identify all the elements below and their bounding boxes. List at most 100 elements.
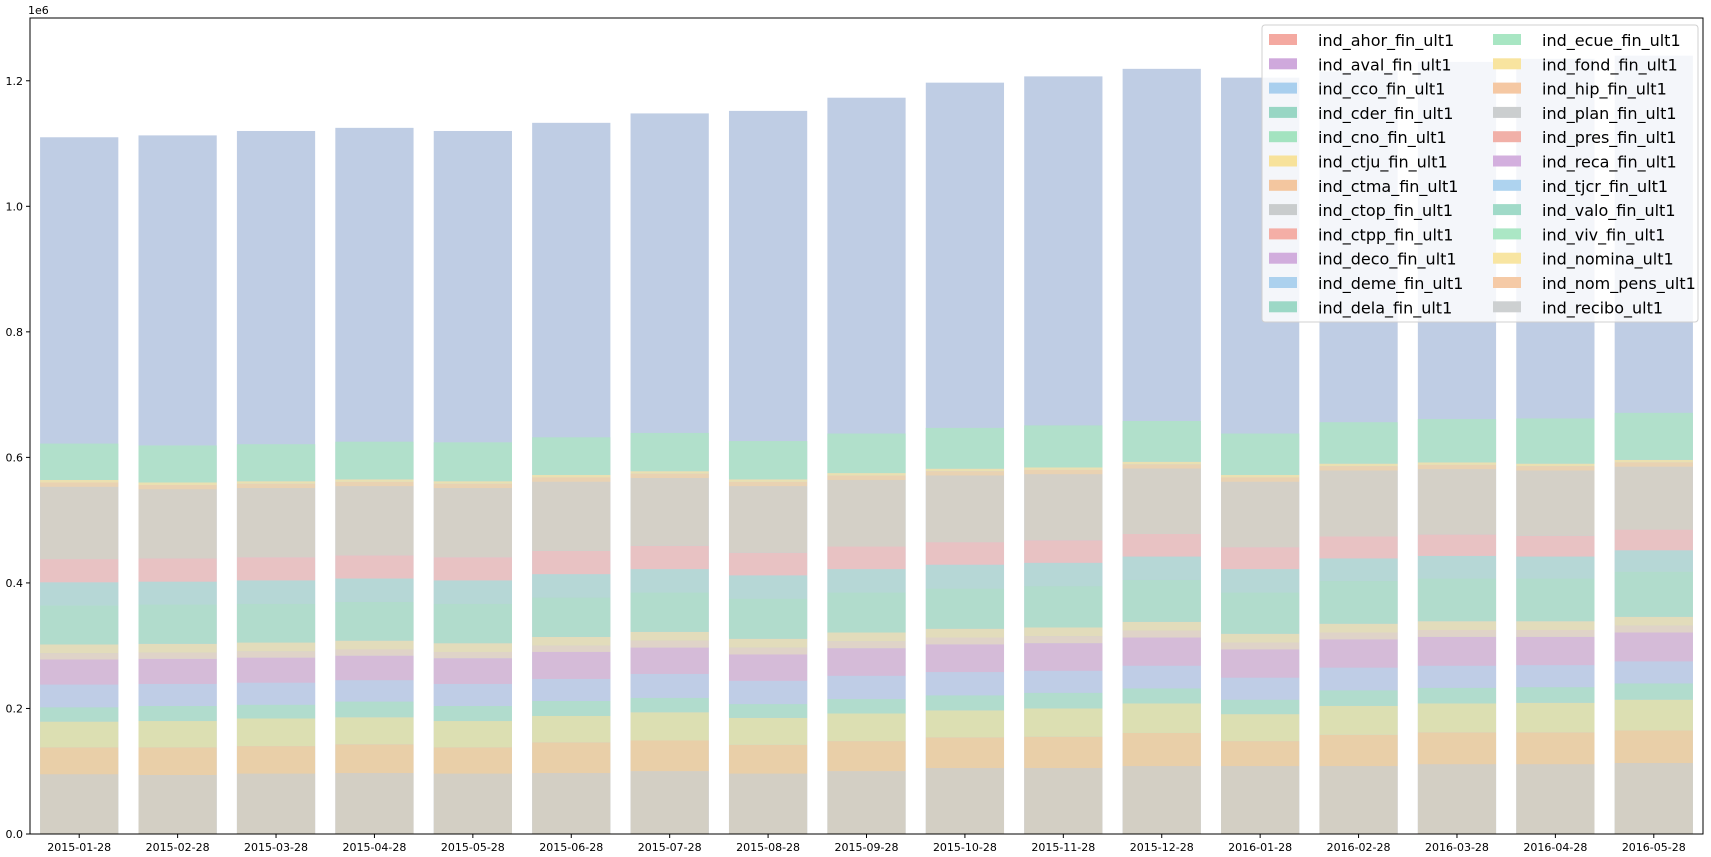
bar-segment-viv_valo-2015-06-28 <box>532 700 611 716</box>
bar-segment-recibo-2015-10-28 <box>925 768 1005 834</box>
bar-segment-ctma-2015-12-28 <box>1122 464 1201 469</box>
bar-segment-nomina-2015-12-28 <box>1122 703 1201 733</box>
bar-segment-ctma-2015-04-28 <box>335 481 414 487</box>
bar-segment-viv_valo-2015-12-28 <box>1122 688 1201 704</box>
bar-segment-reca-2016-03-28 <box>1417 636 1497 666</box>
bar-segment-nomina-2015-04-28 <box>335 717 414 745</box>
bar-segment-cno-2015-04-28 <box>335 441 414 480</box>
bar-segment-recibo-2015-01-28 <box>40 774 119 834</box>
plot-frame <box>29 17 1704 835</box>
bar-segment-hip_fond-2016-04-28 <box>1516 621 1595 630</box>
legend-swatch-ind_cno_fin_ult1 <box>1269 131 1297 143</box>
bar-segment-ctma-2015-05-28 <box>433 483 512 489</box>
bar-segment-ctma-2016-04-28 <box>1516 466 1595 471</box>
bar-segment-ctop-2016-03-28 <box>1417 469 1497 535</box>
bar-segment-recibo-2015-11-28 <box>1024 768 1103 834</box>
bar-segment-ctju-2015-12-28 <box>1122 461 1201 465</box>
bar-segment-cno-2016-03-28 <box>1417 419 1497 463</box>
bar-segment-recibo-2015-12-28 <box>1122 766 1201 834</box>
bar-segment-ctop-2015-06-28 <box>532 481 611 551</box>
x-tick-label: 2015-03-28 <box>244 841 308 854</box>
bar-segment-recibo-2016-01-28 <box>1221 766 1300 834</box>
legend-label-ind_deme_fin_ult1: ind_deme_fin_ult1 <box>1318 274 1463 294</box>
y-tick-label: 0.0 <box>6 828 24 841</box>
bar-segment-tjcr-2015-01-28 <box>40 684 119 708</box>
y-tick-label: 1.2 <box>6 75 24 88</box>
bar-segment-cno-2016-02-28 <box>1319 422 1398 464</box>
legend-swatch-ind_plan_fin_ult1 <box>1493 106 1521 118</box>
bar-segment-ctju-2015-03-28 <box>236 481 316 484</box>
x-tick-label: 2016-04-28 <box>1523 841 1587 854</box>
bar-segment-ctop-2015-02-28 <box>138 489 217 559</box>
bar-segment-ctju-2015-06-28 <box>532 474 611 478</box>
legend-swatch-ind_deco_fin_ult1 <box>1269 252 1297 264</box>
legend-swatch-ind_tjcr_fin_ult1 <box>1493 179 1521 191</box>
bar-segment-viv_valo-2015-09-28 <box>827 699 906 714</box>
legend-swatch-ind_cco_fin_ult1 <box>1269 82 1297 94</box>
bar-segment-recibo-2015-09-28 <box>827 771 906 834</box>
legend-label-ind_fond_fin_ult1: ind_fond_fin_ult1 <box>1542 55 1678 75</box>
bar-segment-ctju-2015-04-28 <box>335 479 414 482</box>
bar-segment-ecue-2015-04-28 <box>335 601 414 641</box>
bar-segment-nom_pens-2015-07-28 <box>630 740 709 772</box>
bar-segment-ctma-2016-01-28 <box>1221 477 1300 482</box>
bar-segment-reca-2016-01-28 <box>1221 649 1300 678</box>
bar-segment-tjcr-2015-10-28 <box>925 672 1005 696</box>
bar-segment-plan_pres-2015-10-28 <box>925 637 1005 645</box>
bar-segment-nom_pens-2016-02-28 <box>1319 734 1398 767</box>
bar-segment-recibo-2015-04-28 <box>335 773 414 834</box>
legend-swatch-ind_cder_fin_ult1 <box>1269 106 1297 118</box>
bar-segment-reca-2015-10-28 <box>925 644 1005 673</box>
bar-segment-ctma-2015-06-28 <box>532 477 611 482</box>
bar-segment-reca-2015-07-28 <box>630 647 709 674</box>
bar-segment-ctju-2015-07-28 <box>630 471 709 474</box>
bar-segment-reca-2015-08-28 <box>728 654 808 681</box>
legend-label-ind_nomina_ult1: ind_nomina_ult1 <box>1542 250 1674 270</box>
x-tick-label: 2015-08-28 <box>736 841 800 854</box>
bar-segment-viv_valo-2015-10-28 <box>925 695 1005 711</box>
bar-segment-ecue-2015-02-28 <box>138 604 217 644</box>
bar-segment-ctpp-2015-06-28 <box>532 550 611 575</box>
bar-segment-viv_valo-2015-03-28 <box>236 704 316 719</box>
legend-label-ind_cco_fin_ult1: ind_cco_fin_ult1 <box>1318 80 1445 100</box>
y-tick-label: 0.6 <box>6 451 24 464</box>
bar-segment-dela-2015-12-28 <box>1122 556 1201 580</box>
y-tick-label: 0.2 <box>6 702 24 715</box>
bar-segment-ctop-2015-03-28 <box>236 488 316 558</box>
bar-segment-ctpp-2015-08-28 <box>728 552 808 576</box>
bar-segment-nom_pens-2016-01-28 <box>1221 741 1300 767</box>
bar-segment-ctma-2015-10-28 <box>925 471 1005 476</box>
bar-segment-ecue-2016-04-28 <box>1516 578 1595 622</box>
bar-segment-recibo-2015-08-28 <box>728 773 808 834</box>
bar-segment-ctpp-2015-05-28 <box>433 557 512 581</box>
bar-segment-plan_pres-2015-04-28 <box>335 649 414 656</box>
bar-segment-hip_fond-2015-12-28 <box>1122 621 1201 631</box>
bar-segment-ctpp-2015-04-28 <box>335 555 414 579</box>
bar-segment-cno-2015-03-28 <box>236 444 316 482</box>
bar-segment-ctma-2016-05-28 <box>1614 462 1693 467</box>
legend-swatch-ind_viv_fin_ult1 <box>1493 228 1521 240</box>
bar-segment-viv_valo-2015-11-28 <box>1024 692 1103 709</box>
bar-segment-viv_valo-2015-02-28 <box>138 705 217 722</box>
bar-segment-reca-2016-05-28 <box>1614 632 1693 662</box>
legend-swatch-ind_reca_fin_ult1 <box>1493 155 1521 167</box>
bar-segment-cno-2015-09-28 <box>827 433 906 474</box>
legend-swatch-ind_hip_fin_ult1 <box>1493 82 1521 94</box>
bar-segment-plan_pres-2016-01-28 <box>1221 642 1300 650</box>
bar-segment-plan_pres-2016-03-28 <box>1417 630 1497 637</box>
bar-segment-hip_fond-2015-05-28 <box>433 643 512 652</box>
bar-segment-viv_valo-2016-05-28 <box>1614 683 1693 700</box>
bar-segment-ctpp-2015-10-28 <box>925 542 1005 565</box>
bar-segment-viv_valo-2016-01-28 <box>1221 699 1300 715</box>
bar-segment-viv_valo-2016-02-28 <box>1319 690 1398 706</box>
bar-segment-hip_fond-2015-08-28 <box>728 638 808 648</box>
bar-segment-dela-2015-04-28 <box>335 578 414 602</box>
bar-segment-nom_pens-2016-04-28 <box>1516 732 1595 765</box>
bar-segment-ctpp-2015-12-28 <box>1122 533 1201 557</box>
bar-segment-viv_valo-2016-04-28 <box>1516 687 1595 703</box>
legend-swatch-ind_fond_fin_ult1 <box>1493 58 1521 70</box>
bar-segment-reca-2015-02-28 <box>138 658 217 684</box>
bar-segment-reca-2016-02-28 <box>1319 639 1398 668</box>
bar-segment-ctju-2016-03-28 <box>1417 462 1497 465</box>
bar-segment-recibo-2015-05-28 <box>433 773 512 834</box>
